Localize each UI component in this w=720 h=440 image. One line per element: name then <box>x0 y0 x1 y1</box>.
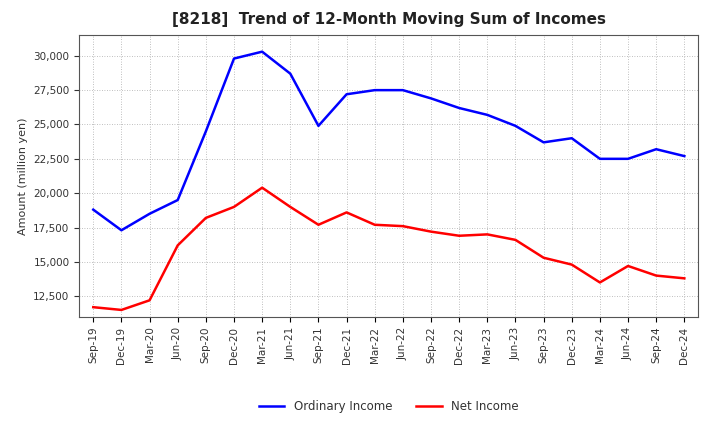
Ordinary Income <box>483 112 492 117</box>
Net Income <box>567 262 576 267</box>
Net Income <box>427 229 436 234</box>
Legend: Ordinary Income, Net Income: Ordinary Income, Net Income <box>253 396 524 418</box>
Net Income <box>117 307 126 312</box>
Net Income <box>370 222 379 227</box>
Ordinary Income <box>370 88 379 93</box>
Ordinary Income <box>399 88 408 93</box>
Ordinary Income <box>567 136 576 141</box>
Ordinary Income <box>174 198 182 203</box>
Ordinary Income <box>595 156 604 161</box>
Net Income <box>202 215 210 220</box>
Ordinary Income <box>652 147 660 152</box>
Ordinary Income <box>539 140 548 145</box>
Net Income <box>89 304 98 310</box>
Net Income <box>174 243 182 248</box>
Y-axis label: Amount (million yen): Amount (million yen) <box>18 117 27 235</box>
Net Income <box>624 263 632 268</box>
Ordinary Income <box>145 211 154 216</box>
Line: Ordinary Income: Ordinary Income <box>94 51 684 230</box>
Ordinary Income <box>624 156 632 161</box>
Net Income <box>652 273 660 278</box>
Net Income <box>145 298 154 303</box>
Ordinary Income <box>314 123 323 128</box>
Net Income <box>342 210 351 215</box>
Net Income <box>455 233 464 238</box>
Net Income <box>286 204 294 209</box>
Ordinary Income <box>511 123 520 128</box>
Ordinary Income <box>258 49 266 54</box>
Net Income <box>595 280 604 285</box>
Ordinary Income <box>342 92 351 97</box>
Ordinary Income <box>117 227 126 233</box>
Ordinary Income <box>202 129 210 134</box>
Net Income <box>314 222 323 227</box>
Line: Net Income: Net Income <box>94 188 684 310</box>
Ordinary Income <box>230 56 238 61</box>
Net Income <box>230 204 238 209</box>
Net Income <box>399 224 408 229</box>
Ordinary Income <box>680 154 688 159</box>
Ordinary Income <box>89 207 98 212</box>
Net Income <box>483 232 492 237</box>
Ordinary Income <box>286 71 294 76</box>
Ordinary Income <box>455 105 464 110</box>
Net Income <box>539 255 548 260</box>
Net Income <box>680 276 688 281</box>
Net Income <box>511 237 520 242</box>
Title: [8218]  Trend of 12-Month Moving Sum of Incomes: [8218] Trend of 12-Month Moving Sum of I… <box>172 12 606 27</box>
Net Income <box>258 185 266 191</box>
Ordinary Income <box>427 96 436 101</box>
